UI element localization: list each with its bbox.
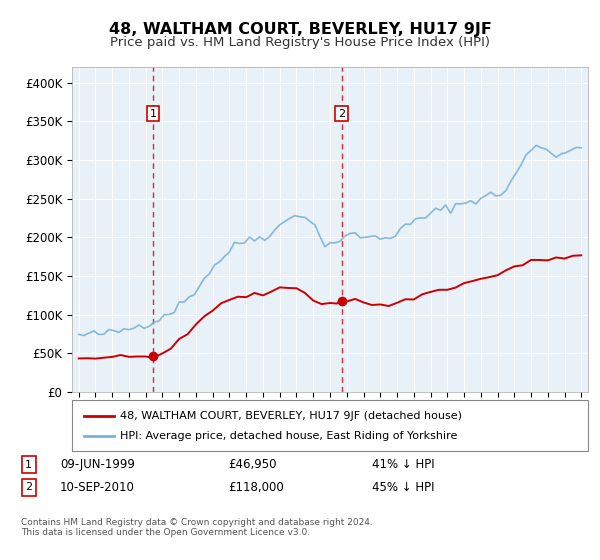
Text: 48, WALTHAM COURT, BEVERLEY, HU17 9JF (detached house): 48, WALTHAM COURT, BEVERLEY, HU17 9JF (d… [120, 411, 462, 421]
Text: 41% ↓ HPI: 41% ↓ HPI [372, 458, 434, 472]
Text: 45% ↓ HPI: 45% ↓ HPI [372, 480, 434, 494]
Text: Price paid vs. HM Land Registry's House Price Index (HPI): Price paid vs. HM Land Registry's House … [110, 36, 490, 49]
Text: HPI: Average price, detached house, East Riding of Yorkshire: HPI: Average price, detached house, East… [120, 431, 457, 441]
Text: 48, WALTHAM COURT, BEVERLEY, HU17 9JF: 48, WALTHAM COURT, BEVERLEY, HU17 9JF [109, 22, 491, 38]
Text: 1: 1 [149, 109, 157, 119]
Text: 09-JUN-1999: 09-JUN-1999 [60, 458, 135, 472]
Text: 10-SEP-2010: 10-SEP-2010 [60, 480, 135, 494]
Text: 2: 2 [338, 109, 345, 119]
Text: £118,000: £118,000 [228, 480, 284, 494]
Text: £46,950: £46,950 [228, 458, 277, 472]
Text: 2: 2 [25, 482, 32, 492]
Text: 1: 1 [25, 460, 32, 470]
Text: Contains HM Land Registry data © Crown copyright and database right 2024.
This d: Contains HM Land Registry data © Crown c… [21, 518, 373, 538]
